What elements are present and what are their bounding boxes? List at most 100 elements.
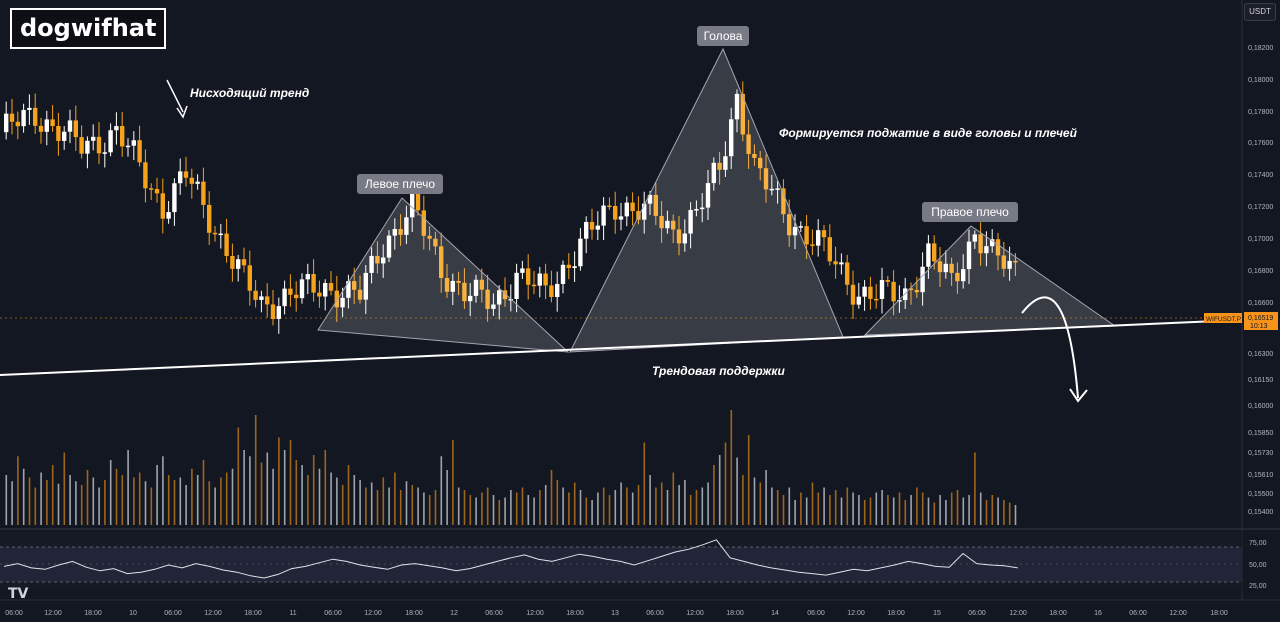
candle-body: [618, 216, 624, 220]
candle-body: [566, 264, 571, 269]
pattern-annotation: Формируется поджатие в виде головы и пле…: [779, 126, 1078, 140]
volume-bar: [388, 487, 390, 525]
candle-body: [1013, 260, 1018, 263]
volume-bar: [463, 490, 466, 525]
candle-body: [827, 237, 832, 262]
candle-body: [555, 283, 560, 298]
candle-body: [114, 126, 119, 131]
candle-body: [804, 226, 809, 245]
volume-bar: [376, 490, 379, 525]
candle-body: [717, 162, 722, 170]
candle-body: [421, 210, 426, 236]
time-tick-label: 18:00: [84, 610, 102, 617]
volume-bar: [481, 492, 483, 525]
volume-bar: [742, 475, 744, 525]
volume-bar: [724, 442, 727, 525]
time-tick-label: 18:00: [1049, 610, 1067, 617]
candle-body: [589, 221, 595, 230]
candle-body: [578, 238, 583, 267]
candle-body: [154, 188, 160, 194]
candle-body: [207, 204, 212, 233]
volume-bar: [950, 492, 953, 525]
price-tick-label: 0,17400: [1248, 172, 1273, 179]
candle-body: [491, 304, 496, 309]
candle-body: [642, 203, 647, 220]
volume-bar: [655, 487, 657, 525]
candle-body: [201, 181, 206, 205]
volume-bar: [568, 492, 570, 525]
volume-bar: [834, 490, 837, 525]
candle-body: [352, 281, 357, 290]
candle-body: [908, 288, 914, 291]
volume-bar: [359, 480, 361, 525]
volume-bar: [579, 490, 582, 525]
candle-body: [816, 230, 821, 246]
candle-body: [236, 259, 241, 269]
right-shoulder-label-bg: [922, 202, 1018, 222]
candle-body: [601, 205, 606, 226]
volume-bar: [533, 497, 535, 525]
candle-body: [891, 281, 896, 302]
volume-bar: [104, 480, 106, 525]
right-shoulder-triangle: [863, 225, 1117, 336]
volume-bar: [1003, 500, 1005, 525]
volume-bar: [846, 487, 849, 525]
rsi-tick-label: 50,00: [1249, 562, 1267, 569]
candle-body: [183, 171, 189, 178]
candle-body: [259, 296, 264, 300]
volume-bar: [423, 492, 425, 525]
candle-body: [671, 220, 676, 230]
volume-bar: [544, 485, 547, 525]
candle-body: [613, 206, 618, 220]
volume-bar: [51, 465, 54, 525]
candle-body: [439, 246, 444, 278]
volume-bar: [365, 487, 367, 525]
volume-bar: [550, 470, 553, 525]
volume-bar: [800, 492, 802, 525]
candle-body: [79, 137, 84, 154]
volume-bar: [817, 492, 820, 525]
volume-bar: [411, 485, 414, 525]
candle-body: [665, 220, 670, 229]
candle-body: [392, 229, 397, 236]
volume-bar: [249, 456, 251, 525]
volume-bar: [162, 456, 164, 525]
candle-body: [305, 274, 310, 280]
candle-body: [50, 119, 55, 127]
volume-bar: [521, 487, 524, 525]
candle-body: [415, 190, 421, 211]
breakdown-arrow-icon: [1021, 296, 1079, 399]
price-axis-bg: [1242, 0, 1280, 600]
volume-bar: [788, 487, 791, 525]
volume-bar: [434, 490, 437, 525]
volume-bar: [440, 456, 443, 525]
time-tick-label: 12:00: [1169, 610, 1187, 617]
candle-body: [479, 279, 484, 290]
price-tag-bg: [1244, 312, 1278, 330]
volume-bar: [115, 468, 118, 525]
head-label: Голова: [704, 29, 743, 43]
volume-bar: [863, 500, 866, 525]
candle-body: [1001, 255, 1006, 269]
volume-bar: [446, 470, 448, 525]
volume-bar: [202, 460, 205, 525]
volume-bar: [173, 480, 176, 525]
volume-bar: [156, 465, 158, 525]
currency-selector[interactable]: USDT: [1244, 3, 1276, 21]
price-tick-label: 0,17600: [1248, 140, 1273, 147]
candle-body: [4, 113, 9, 133]
volume-bar: [736, 457, 738, 525]
candle-body: [473, 279, 479, 296]
time-tick-label: 06:00: [807, 610, 825, 617]
price-tick-label: 0,17000: [1248, 236, 1273, 243]
rsi-tick-label: 25,00: [1249, 583, 1267, 590]
candle-body: [224, 233, 229, 256]
candle-body: [694, 209, 699, 211]
time-tick-label: 12:00: [526, 610, 544, 617]
volume-bar: [11, 481, 13, 525]
volume-bar: [370, 482, 373, 525]
candle-body: [543, 273, 548, 286]
volume-bar: [945, 500, 947, 525]
candle-body: [897, 300, 902, 302]
